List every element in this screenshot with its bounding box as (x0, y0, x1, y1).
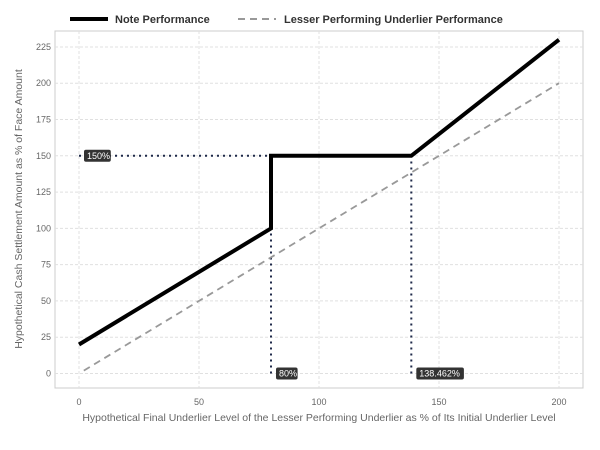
y-tick-label: 200 (36, 78, 51, 88)
annotations: 150% 80% 138.462% (84, 149, 464, 380)
annotation-label: 150% (84, 149, 111, 162)
x-tick-label: 150 (431, 397, 446, 407)
y-tick-label: 175 (36, 115, 51, 125)
y-tick-label: 75 (41, 260, 51, 270)
series-line-underlier-performance (83, 82, 560, 372)
reference-lines (79, 154, 413, 374)
series-layer (77, 38, 561, 372)
x-axis-title: Hypothetical Final Underlier Level of th… (82, 412, 555, 424)
y-tick-label: 225 (36, 42, 51, 52)
y-tick-label: 150 (36, 151, 51, 161)
x-axis-ticks: 0 50 100 150 200 (76, 397, 566, 407)
annotation-box (84, 149, 111, 162)
annotation-label: 138.462% (416, 367, 464, 380)
annotation-text: 150% (87, 151, 110, 161)
legend-label-note-performance: Note Performance (115, 14, 210, 26)
grid (55, 31, 583, 388)
x-tick-label: 100 (311, 397, 326, 407)
annotation-label: 80% (276, 367, 298, 380)
annotation-box (276, 367, 298, 380)
annotation-text: 80% (279, 368, 297, 378)
y-tick-label: 50 (41, 296, 51, 306)
annotation-box (416, 367, 464, 380)
y-axis-title: Hypothetical Cash Settlement Amount as %… (13, 69, 25, 349)
y-tick-label: 25 (41, 332, 51, 342)
x-tick-label: 200 (551, 397, 566, 407)
legend: Note Performance Lesser Performing Under… (70, 14, 503, 26)
legend-label-underlier-performance: Lesser Performing Underlier Performance (284, 14, 503, 26)
y-tick-label: 100 (36, 223, 51, 233)
annotation-text: 138.462% (419, 368, 460, 378)
series-line-note-performance (77, 38, 561, 347)
x-tick-label: 0 (76, 397, 81, 407)
y-axis-ticks: 0 25 50 75 100 125 150 175 200 225 (36, 42, 51, 379)
x-tick-label: 50 (194, 397, 204, 407)
y-tick-label: 0 (46, 368, 51, 378)
y-tick-label: 125 (36, 187, 51, 197)
